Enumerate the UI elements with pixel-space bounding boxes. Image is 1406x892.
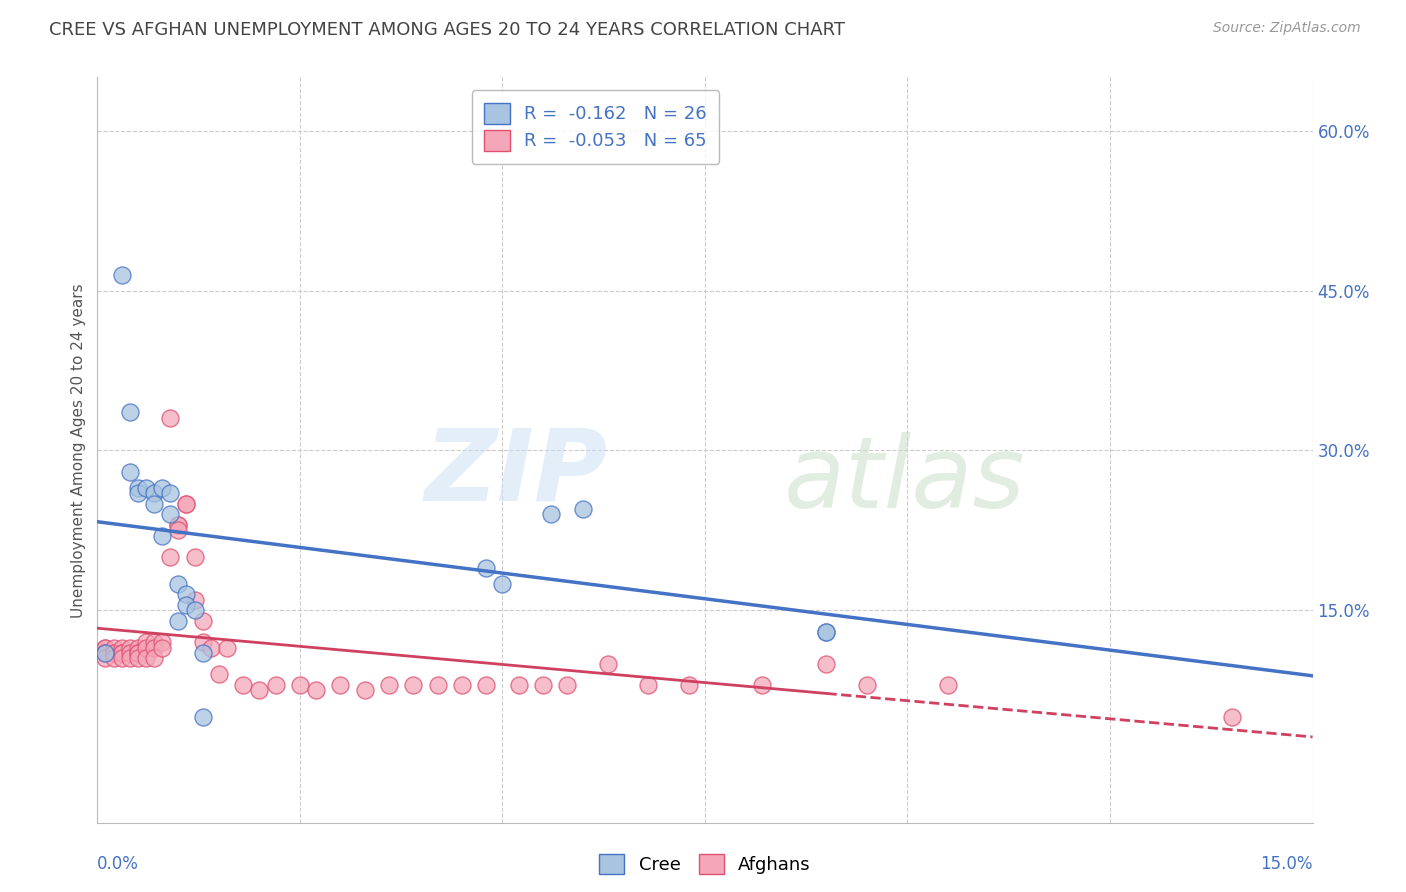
Point [94, 640, 117, 655]
Point [183, 592, 205, 607]
Point [103, 646, 125, 660]
Point [111, 646, 134, 660]
Point [167, 614, 190, 628]
Point [191, 710, 214, 724]
Point [531, 678, 554, 692]
Point [103, 640, 125, 655]
Point [127, 486, 149, 500]
Point [572, 502, 595, 516]
Point [167, 524, 190, 538]
Point [475, 560, 498, 574]
Point [176, 598, 198, 612]
Point [200, 640, 222, 655]
Point [127, 481, 149, 495]
Point [378, 678, 401, 692]
Point [118, 465, 141, 479]
Point [135, 481, 157, 495]
Point [191, 646, 214, 660]
Point [475, 678, 498, 692]
Text: atlas: atlas [785, 432, 1025, 529]
Y-axis label: Unemployment Among Ages 20 to 24 years: Unemployment Among Ages 20 to 24 years [72, 283, 86, 618]
Point [135, 640, 157, 655]
Point [94, 651, 117, 665]
Point [111, 640, 134, 655]
Point [329, 678, 352, 692]
Point [176, 587, 198, 601]
Point [103, 651, 125, 665]
Point [751, 678, 773, 692]
Point [111, 268, 134, 282]
Point [596, 657, 619, 671]
Point [353, 683, 375, 698]
Point [127, 640, 149, 655]
Point [150, 481, 173, 495]
Point [159, 508, 181, 522]
Point [183, 549, 205, 564]
Point [167, 518, 190, 533]
Point [94, 646, 117, 660]
Point [135, 635, 157, 649]
Point [815, 624, 838, 639]
Point [426, 678, 449, 692]
Point [1220, 710, 1243, 724]
Point [305, 683, 328, 698]
Point [118, 646, 141, 660]
Point [118, 651, 141, 665]
Point [451, 678, 474, 692]
Point [111, 646, 134, 660]
Point [127, 646, 149, 660]
Text: 15.0%: 15.0% [1260, 855, 1313, 872]
Point [508, 678, 530, 692]
Point [143, 497, 166, 511]
Point [103, 646, 125, 660]
Point [637, 678, 659, 692]
Point [491, 576, 513, 591]
Point [856, 678, 879, 692]
Point [678, 678, 700, 692]
Point [127, 646, 149, 660]
Point [176, 497, 198, 511]
Text: Source: ZipAtlas.com: Source: ZipAtlas.com [1213, 21, 1361, 36]
Point [288, 678, 311, 692]
Point [215, 640, 238, 655]
Point [176, 497, 198, 511]
Legend: Cree, Afghans: Cree, Afghans [592, 847, 818, 881]
Point [150, 640, 173, 655]
Point [118, 640, 141, 655]
Point [111, 651, 134, 665]
Point [815, 657, 838, 671]
Point [150, 529, 173, 543]
Point [264, 678, 287, 692]
Point [127, 651, 149, 665]
Point [540, 508, 562, 522]
Point [94, 646, 117, 660]
Point [555, 678, 578, 692]
Point [143, 635, 166, 649]
Point [191, 635, 214, 649]
Point [232, 678, 254, 692]
Point [159, 486, 181, 500]
Text: CREE VS AFGHAN UNEMPLOYMENT AMONG AGES 20 TO 24 YEARS CORRELATION CHART: CREE VS AFGHAN UNEMPLOYMENT AMONG AGES 2… [49, 21, 845, 39]
Point [118, 405, 141, 419]
Point [143, 651, 166, 665]
Point [94, 640, 117, 655]
Text: 0.0%: 0.0% [97, 855, 139, 872]
Point [167, 576, 190, 591]
Point [183, 603, 205, 617]
Point [191, 614, 214, 628]
Point [143, 486, 166, 500]
Point [159, 549, 181, 564]
Point [150, 635, 173, 649]
Point [94, 646, 117, 660]
Point [143, 640, 166, 655]
Text: ZIP: ZIP [425, 425, 607, 521]
Point [402, 678, 425, 692]
Point [167, 518, 190, 533]
Point [815, 624, 838, 639]
Point [208, 667, 231, 681]
Point [135, 651, 157, 665]
Point [159, 411, 181, 425]
Point [936, 678, 959, 692]
Point [247, 683, 270, 698]
